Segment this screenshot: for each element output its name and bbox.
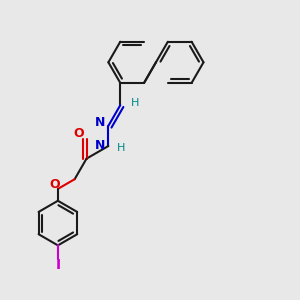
Text: O: O [74,128,84,140]
Text: H: H [117,143,126,153]
Text: I: I [55,258,61,272]
Text: N: N [95,116,105,129]
Text: N: N [95,139,105,152]
Text: O: O [49,178,60,191]
Text: H: H [131,98,139,108]
